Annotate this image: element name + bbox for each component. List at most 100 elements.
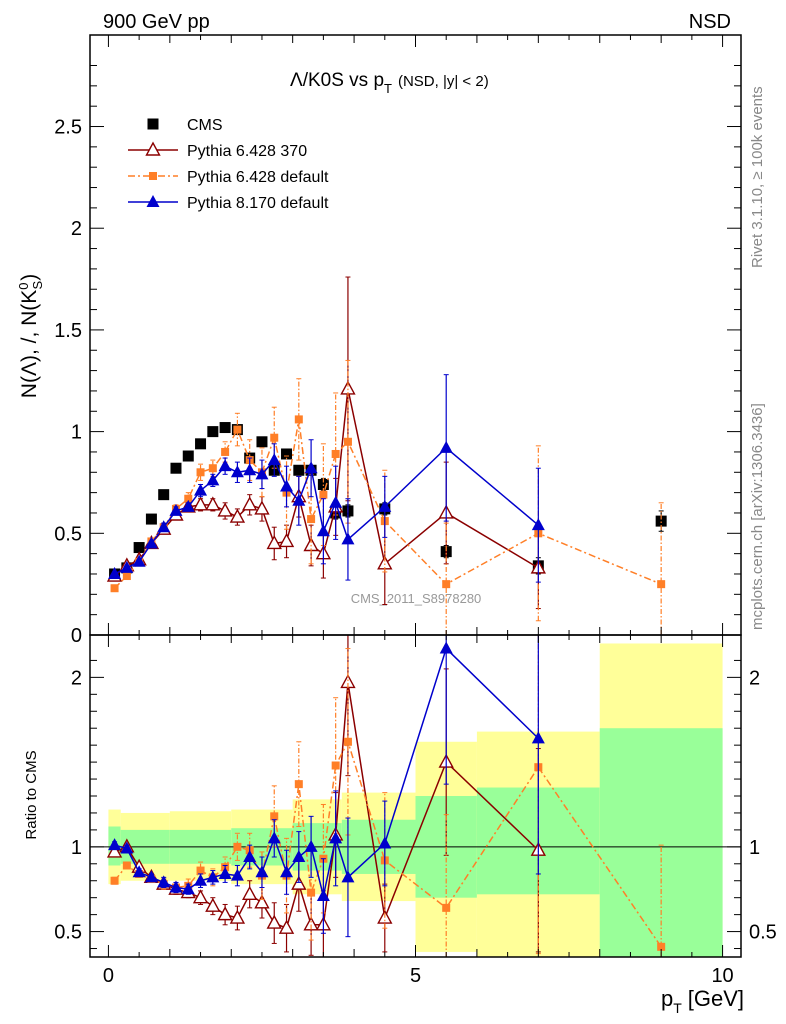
legend-label: Pythia 6.428 370 (187, 143, 307, 160)
main-point (194, 483, 208, 496)
main-point (317, 478, 329, 490)
main-point (657, 580, 666, 589)
main-point (255, 467, 269, 480)
ratio-y-tick-label: 0.5 (54, 922, 82, 944)
main-point (230, 465, 244, 478)
x-tick-label: 10 (711, 965, 733, 987)
legend-entry-pythia-6-428-370: Pythia 6.428 370 (128, 141, 307, 160)
main-point (341, 532, 355, 545)
ratio-y-tick-label-right: 1 (749, 837, 760, 859)
main-point (181, 499, 195, 512)
ratio-point (331, 761, 340, 770)
ratio-point (267, 831, 281, 844)
ratio-point (217, 906, 233, 921)
ratio-point (531, 731, 545, 744)
ratio-y-tick-label: 2 (71, 667, 82, 689)
ratio-point (243, 850, 257, 863)
ratio-point (292, 850, 306, 863)
main-point (207, 426, 219, 438)
main-point (229, 508, 246, 523)
ratio-point (169, 880, 183, 893)
ratio-point (303, 916, 319, 931)
main-point (267, 453, 281, 466)
main-y-tick-label: 2 (71, 218, 82, 240)
main-y-tick-label: 1.5 (54, 320, 82, 342)
main-point (233, 425, 242, 434)
main-point (192, 496, 209, 511)
ratio-series-pythia-8-170-default (108, 634, 545, 938)
main-y-axis-label-text: N(Λ), /, N(K (18, 290, 41, 399)
x-tick-label: 5 (410, 965, 421, 987)
legend-entry-pythia-6-428-default: Pythia 6.428 default (128, 169, 329, 186)
main-point (442, 580, 451, 589)
main-panel-series (106, 276, 667, 636)
ratio-point (307, 888, 316, 897)
main-point (208, 464, 217, 473)
x-axis-label-unit: [GeV] (688, 986, 744, 1011)
main-point (108, 566, 122, 579)
main-y-tick-label: 1 (71, 422, 82, 444)
ratio-point (439, 641, 453, 654)
axis-ticks: 0 5 10 0 0.5 1 1.5 2 2.5 0.5 0.5 1 1 2 2 (54, 35, 777, 987)
main-point (217, 502, 233, 517)
main-y-axis-label-close: ) (18, 274, 41, 281)
main-point (133, 542, 145, 554)
ratio-point (230, 868, 244, 881)
main-point (182, 450, 194, 462)
main-point (329, 495, 343, 508)
main-point (196, 468, 205, 477)
ratio-point (144, 870, 158, 883)
ratio-uncertainty-bands (108, 643, 723, 957)
main-y-axis-label: N(Λ), /, N(K0S) (16, 274, 45, 398)
mcplots-label: mcplots.cern.ch [arXiv:1306.3436] (749, 403, 766, 630)
ratio-point (132, 865, 146, 878)
main-point (206, 473, 220, 486)
x-axis-label-main: p (661, 986, 673, 1011)
main-point (343, 437, 352, 446)
ratio-line-pythia-6-428-default (113, 739, 662, 948)
ratio-point (120, 841, 134, 854)
ratio-point (254, 894, 270, 909)
ratio-point (329, 831, 343, 844)
legend-label: CMS (187, 117, 223, 134)
main-point (195, 438, 207, 450)
legend-entry-pythia-8-170-default: Pythia 8.170 default (128, 195, 329, 212)
main-point (205, 496, 221, 511)
main-point (319, 490, 328, 499)
header-left-label: 900 GeV pp (103, 11, 210, 33)
ratio-point (442, 903, 451, 912)
ratio-point (218, 866, 232, 879)
legend-entry-cms: CMS (147, 117, 223, 134)
main-point (243, 463, 257, 476)
main-point (120, 560, 134, 573)
ratio-panel-series (106, 634, 666, 958)
ratio-point (108, 838, 122, 851)
main-point (331, 449, 340, 458)
ratio-point (194, 873, 208, 886)
main-series-pythia-6-428-370 (106, 276, 547, 610)
legend-label: Pythia 6.428 default (187, 169, 329, 186)
legend-label: Pythia 8.170 default (187, 195, 329, 212)
main-point (256, 436, 268, 448)
main-point (242, 496, 258, 511)
band-inner-8 (599, 728, 723, 957)
ratio-point (192, 889, 209, 904)
ratio-point (341, 870, 355, 883)
main-series-pythia-8-170-default (108, 374, 545, 583)
ratio-point (316, 888, 330, 901)
main-point (221, 447, 230, 456)
main-point (132, 554, 146, 567)
main-point (110, 584, 119, 593)
x-axis-label: pT [GeV] (661, 986, 744, 1016)
main-point (655, 515, 667, 527)
ratio-point (657, 942, 666, 951)
ratio-point (205, 897, 221, 912)
ratio-y-axis-label: Ratio to CMS (23, 750, 40, 839)
ratio-point (291, 875, 307, 890)
main-point (219, 422, 231, 434)
ratio-point (294, 780, 303, 789)
main-point (145, 513, 157, 525)
main-point (170, 462, 182, 474)
main-point (316, 524, 330, 537)
